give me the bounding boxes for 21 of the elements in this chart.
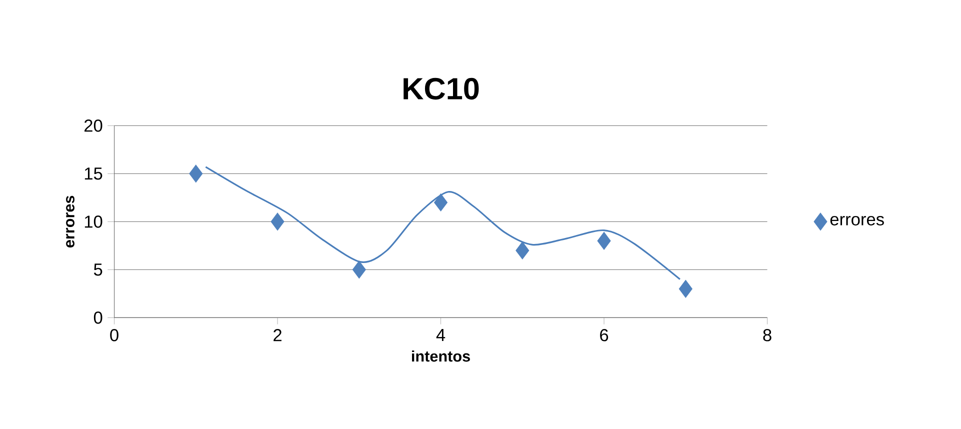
chart-title: KC10 (404, 78, 479, 100)
point (516, 242, 530, 260)
y-axis-title: errores (66, 196, 74, 248)
point (597, 232, 611, 250)
legend-label: errores (830, 216, 884, 226)
point (352, 260, 366, 279)
y-tick-label: 15 (84, 168, 102, 180)
x-tick-label: 2 (274, 329, 282, 342)
y-tick-label: 20 (84, 120, 102, 132)
y-tick-label: 5 (94, 264, 102, 276)
point (678, 280, 692, 298)
point (189, 164, 203, 183)
x-tick-label: 6 (600, 329, 608, 342)
point (270, 212, 284, 231)
x-axis-title: intentos (412, 350, 470, 362)
point (434, 194, 448, 212)
x-tick-label: 8 (763, 329, 772, 342)
y-tick-label: 10 (84, 216, 102, 228)
y-tick-label: 0 (94, 312, 102, 324)
x-tick-label: 0 (110, 329, 118, 342)
x-tick-label: 4 (436, 329, 446, 341)
